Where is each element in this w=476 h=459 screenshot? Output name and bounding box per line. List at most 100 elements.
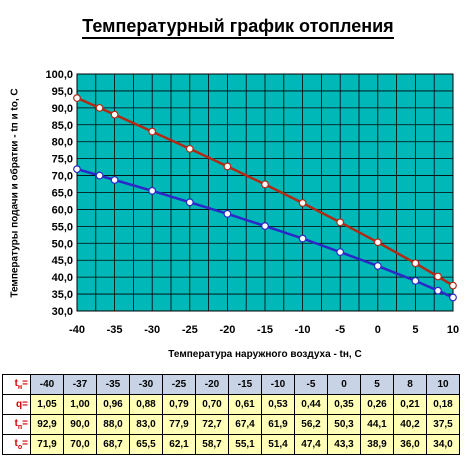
table-cell-q: 0,44 bbox=[294, 394, 328, 415]
data-point bbox=[411, 259, 420, 268]
table-cell-to: 70,0 bbox=[63, 434, 97, 455]
y-tick-label: 75,0 bbox=[52, 154, 73, 166]
x-tick-label: -35 bbox=[107, 324, 123, 336]
table-cell-q: 0,88 bbox=[129, 394, 163, 415]
data-point bbox=[185, 144, 194, 153]
table-cell-tp: 40,2 bbox=[393, 414, 427, 435]
x-tick-label: -5 bbox=[335, 324, 345, 336]
x-tick-label: 5 bbox=[412, 324, 418, 336]
table-cell-tp: 92,9 bbox=[30, 414, 64, 435]
table-cell-q: 0,18 bbox=[426, 394, 460, 415]
table-cell-tp: 67,4 bbox=[228, 414, 262, 435]
x-tick-label: -10 bbox=[295, 324, 311, 336]
table-cell-tn: -30 bbox=[129, 374, 163, 395]
y-tick-label: 40,0 bbox=[52, 272, 73, 284]
table-cell-to: 34,0 bbox=[426, 434, 460, 455]
x-axis-label: Температура наружного воздуха - tн, С bbox=[168, 349, 362, 360]
data-table: tн= -40 -37 -35 -30 -25 -20 -15 -10 -5 0 5 8 10 q= 1… bbox=[2, 374, 460, 455]
x-tick-label: -30 bbox=[144, 324, 160, 336]
table-cell-tp: 44,1 bbox=[360, 414, 394, 435]
table-cell-to: 55,1 bbox=[228, 434, 262, 455]
data-point bbox=[449, 293, 457, 302]
data-point bbox=[148, 186, 157, 195]
data-point bbox=[110, 110, 119, 119]
table-cell-tn: -35 bbox=[96, 374, 130, 395]
y-tick-label: 45,0 bbox=[52, 255, 73, 267]
table-cell-tp: 56,2 bbox=[294, 414, 328, 435]
table-row-tn: tн= -40 -37 -35 -30 -25 -20 -15 -10 -5 0 5 8 10 bbox=[2, 374, 460, 395]
table-cell-q: 1,00 bbox=[63, 394, 97, 415]
data-point bbox=[373, 238, 382, 247]
table-cell-tn: -15 bbox=[228, 374, 262, 395]
table-cell-to: 38,9 bbox=[360, 434, 394, 455]
table-cell-tp: 90,0 bbox=[63, 414, 97, 435]
table-row-tp: tп= 92,9 90,0 88,0 83,0 77,9 72,7 67,4 61,9 56,2… bbox=[2, 414, 460, 435]
x-tick-label: -20 bbox=[219, 324, 235, 336]
table-cell-to: 47,4 bbox=[294, 434, 328, 455]
y-tick-label: 35,0 bbox=[52, 289, 73, 301]
table-cell-tp: 83,0 bbox=[129, 414, 163, 435]
x-tick-label: 10 bbox=[447, 324, 459, 336]
row-label-q: q= bbox=[2, 394, 31, 415]
table-row-q: q= 1,05 1,00 0,96 0,88 0,79 0,70 0,61 0,53 0,44 0… bbox=[2, 394, 460, 415]
y-tick-label: 65,0 bbox=[52, 188, 73, 200]
data-point bbox=[336, 248, 345, 256]
y-tick-label: 80,0 bbox=[52, 137, 73, 149]
data-point bbox=[110, 176, 119, 184]
y-tick-label: 85,0 bbox=[52, 120, 73, 132]
table-cell-q: 1,05 bbox=[30, 394, 64, 415]
table-cell-tp: 77,9 bbox=[162, 414, 196, 435]
table-cell-q: 0,21 bbox=[393, 394, 427, 415]
data-point bbox=[73, 94, 81, 102]
y-tick-label: 95,0 bbox=[52, 86, 73, 98]
y-tick-label: 55,0 bbox=[52, 221, 73, 233]
y-tick-label: 30,0 bbox=[52, 306, 73, 318]
data-point bbox=[411, 276, 420, 285]
table-cell-tp: 61,9 bbox=[261, 414, 295, 435]
data-point bbox=[73, 165, 81, 174]
x-tick-label: -25 bbox=[182, 324, 198, 336]
table-cell-to: 71,9 bbox=[30, 434, 64, 455]
table-cell-tn: -37 bbox=[63, 374, 97, 395]
data-point bbox=[223, 209, 232, 218]
table-cell-to: 62,1 bbox=[162, 434, 196, 455]
data-point bbox=[185, 198, 194, 207]
x-tick-label: -15 bbox=[257, 324, 273, 336]
table-cell-tn: -40 bbox=[30, 374, 64, 395]
table-cell-to: 65,5 bbox=[129, 434, 163, 455]
table-cell-tp: 72,7 bbox=[195, 414, 229, 435]
table-cell-tn: -5 bbox=[294, 374, 328, 395]
x-axis-ticks: -40 -35 -30 -25 -20 -15 -10 -5 0 5 10 bbox=[69, 324, 459, 336]
data-point bbox=[298, 234, 307, 243]
row-label-to: tо= bbox=[2, 434, 31, 455]
table-cell-q: 0,61 bbox=[228, 394, 262, 415]
data-point bbox=[373, 262, 382, 270]
data-point bbox=[261, 222, 269, 230]
y-axis-ticks: 30,0 35,0 40,0 45,0 50,0 55,0 60,0 65,0 70,0 75,0… bbox=[45, 69, 73, 318]
table-cell-q: 0,79 bbox=[162, 394, 196, 415]
row-label-tp: tп= bbox=[2, 414, 31, 435]
table-cell-q: 0,96 bbox=[96, 394, 130, 415]
y-tick-label: 90,0 bbox=[52, 103, 73, 115]
data-point bbox=[223, 162, 232, 171]
table-row-to: tо= 71,9 70,0 68,7 65,5 62,1 58,7 55,1 51,4 47,4… bbox=[2, 434, 460, 455]
data-point bbox=[148, 127, 157, 136]
y-tick-label: 50,0 bbox=[52, 238, 73, 250]
series-points bbox=[73, 94, 457, 302]
table-cell-q: 0,70 bbox=[195, 394, 229, 415]
y-tick-label: 70,0 bbox=[52, 171, 73, 183]
table-cell-q: 0,35 bbox=[327, 394, 361, 415]
table-cell-q: 0,53 bbox=[261, 394, 295, 415]
x-tick-label: -40 bbox=[69, 324, 85, 336]
data-point bbox=[449, 281, 457, 290]
table-cell-to: 51,4 bbox=[261, 434, 295, 455]
table-cell-q: 0,26 bbox=[360, 394, 394, 415]
data-point bbox=[434, 286, 442, 295]
data-point bbox=[261, 180, 269, 189]
table-cell-tn: -25 bbox=[162, 374, 196, 395]
table-cell-tn: -10 bbox=[261, 374, 295, 395]
table-cell-tn: 8 bbox=[393, 374, 427, 395]
grid-lines bbox=[76, 73, 454, 312]
table-cell-to: 43,3 bbox=[327, 434, 361, 455]
row-label-tn: tн= bbox=[2, 374, 31, 395]
